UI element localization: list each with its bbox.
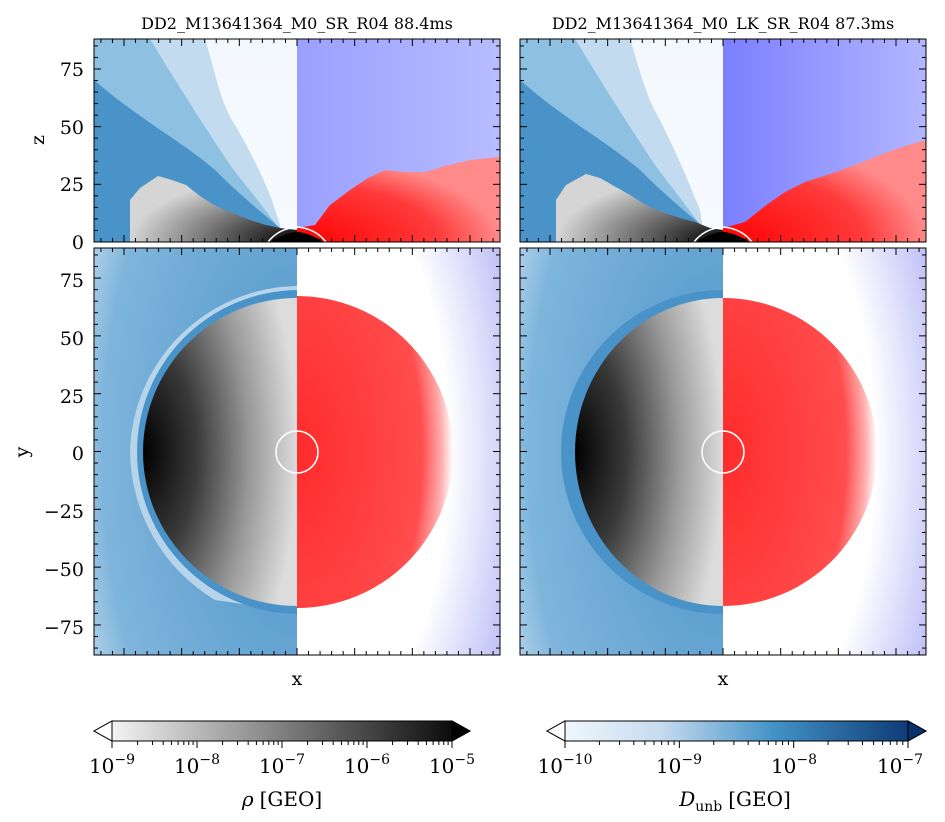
dunb-tick-exp: −10 (563, 752, 593, 768)
z-axis-label: z (27, 135, 49, 145)
bl-density-disk (143, 298, 297, 606)
dunb-tick-base: 10 (538, 754, 563, 778)
z-axis-tick-labels: 75 50 25 0 (60, 59, 84, 254)
colorbar-rho-bar (92, 720, 472, 742)
rho-tick-base: 10 (259, 754, 284, 778)
colorbar-rho-tick-labels: 10−9 10−8 10−7 10−6 10−5 (89, 752, 475, 778)
colorbar-dunb-label: Dunb [GEO] (678, 787, 791, 815)
colorbar-dunb: 10−10 10−9 10−8 10−7 Dunb [GEO] (538, 720, 928, 815)
colorbar-rho-label: ρ [GEO] (241, 787, 322, 811)
x-axis-label-left: x (292, 668, 303, 690)
rho-label-symbol: ρ (241, 787, 254, 811)
panel-top-left (94, 39, 500, 242)
dunb-tick-exp: −9 (681, 752, 702, 768)
y-tick-label: −75 (44, 617, 84, 639)
right-column-title: DD2_M13641364_M0_LK_SR_R04 87.3ms (552, 14, 894, 33)
colorbar-rho: 10−9 10−8 10−7 10−6 10−5 ρ [GEO] (89, 720, 475, 811)
colorbar-rho-over-arrow (451, 720, 472, 742)
br-horizon-circle (701, 430, 745, 474)
dunb-tick-label: 10−8 (771, 752, 817, 778)
br-density-disk (575, 298, 723, 606)
tr-torus-grey (556, 174, 723, 242)
colorbar-dunb-ticks (564, 741, 909, 748)
y-tick-label: 75 (60, 270, 84, 292)
z-tick-label: 75 (60, 59, 84, 81)
rho-tick-label: 10−7 (259, 752, 305, 778)
z-tick-label: 25 (60, 174, 84, 196)
colorbar-dunb-under-arrow (545, 720, 566, 742)
rho-tick-exp: −9 (114, 752, 135, 768)
rho-tick-label: 10−8 (174, 752, 220, 778)
rho-tick-exp: −5 (454, 752, 475, 768)
dunb-tick-exp: −7 (902, 752, 923, 768)
y-tick-label: 50 (60, 328, 84, 350)
z-tick-label: 50 (60, 117, 84, 139)
axis-ticks (94, 39, 926, 655)
tl-horizon-contour (267, 226, 327, 242)
rho-tick-exp: −8 (199, 752, 220, 768)
y-tick-label: −50 (44, 559, 84, 581)
rho-tick-label: 10−6 (344, 752, 390, 778)
y-tick-label: 25 (60, 386, 84, 408)
rho-tick-base: 10 (344, 754, 369, 778)
rho-tick-base: 10 (174, 754, 199, 778)
dunb-tick-base: 10 (771, 754, 796, 778)
tl-torus-red (297, 157, 500, 242)
tr-horizon-contour (693, 226, 753, 242)
y-axis-label: y (11, 446, 33, 458)
colorbar-rho-ticks (111, 741, 453, 748)
colorbar-rho-under-arrow (92, 720, 113, 742)
x-axis-label-right: x (718, 668, 729, 690)
bl-red-disk (297, 296, 453, 608)
rho-tick-label: 10−5 (429, 752, 475, 778)
left-column-title: DD2_M13641364_M0_SR_R04 88.4ms (141, 14, 453, 33)
dunb-tick-base: 10 (656, 754, 681, 778)
y-tick-label: −25 (44, 501, 84, 523)
bl-horizon-circle (275, 430, 319, 474)
dunb-tick-label: 10−10 (538, 752, 593, 778)
rho-tick-exp: −7 (284, 752, 305, 768)
panel-top-right (520, 39, 926, 242)
dunb-tick-base: 10 (877, 754, 902, 778)
colorbar-dunb-tick-labels: 10−10 10−9 10−8 10−7 (538, 752, 924, 778)
rho-tick-exp: −6 (369, 752, 390, 768)
rho-tick-base: 10 (89, 754, 114, 778)
dunb-label-subscript: unb (695, 799, 722, 815)
rho-tick-label: 10−9 (89, 752, 135, 778)
br-red-disk (723, 298, 877, 606)
z-tick-label: 0 (72, 232, 84, 254)
dunb-label-unit: [GEO] (728, 787, 791, 811)
rho-tick-base: 10 (429, 754, 454, 778)
dunb-tick-label: 10−7 (877, 752, 923, 778)
tr-torus-red (723, 140, 926, 242)
panel-bottom-left (94, 248, 500, 655)
y-tick-label: 0 (72, 443, 84, 465)
dunb-tick-exp: −8 (796, 752, 817, 768)
colorbar-dunb-over-arrow (907, 720, 928, 742)
colorbar-dunb-bar (545, 720, 928, 742)
rho-label-unit: [GEO] (260, 787, 323, 811)
dunb-label-symbol: D (678, 787, 695, 811)
panel-bottom-right (520, 248, 926, 655)
tl-torus-grey (130, 176, 297, 242)
y-axis-tick-labels: 75 50 25 0 −25 −50 −75 (44, 270, 84, 639)
dunb-tick-label: 10−9 (656, 752, 702, 778)
